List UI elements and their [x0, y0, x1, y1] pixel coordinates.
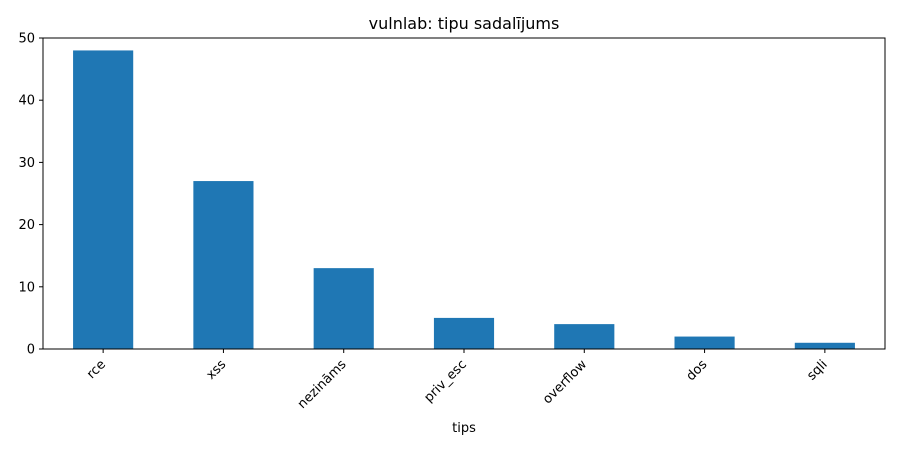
bar-dos	[674, 336, 735, 349]
y-tick-label: 0	[27, 343, 35, 358]
bars-layer	[73, 50, 855, 349]
x-tick-label: dos	[684, 357, 711, 384]
bar-priv_esc	[433, 317, 495, 349]
y-tick-label: 50	[18, 32, 35, 47]
bar-xss	[193, 181, 254, 349]
y-tick-label: 40	[18, 94, 35, 109]
y-tick-label: 20	[18, 218, 35, 233]
x-tick-label: sqli	[804, 357, 830, 383]
bar-nezināms	[313, 268, 374, 349]
x-axis-label: tips	[452, 421, 476, 436]
x-tick-label: overflow	[540, 357, 590, 407]
y-axis: 0 10 20 30 40 50	[18, 32, 43, 358]
y-tick-label: 30	[18, 156, 35, 171]
plot-frame	[42, 37, 886, 350]
x-axis: rce xss nezināms priv_esc overflow dos sqli	[84, 349, 831, 412]
bar-rce	[73, 50, 134, 349]
bar-sqli	[794, 342, 855, 349]
x-tick-label: priv_esc	[422, 357, 470, 405]
bar-overflow	[554, 324, 615, 349]
x-tick-label: nezināms	[295, 357, 350, 412]
x-tick-label: rce	[84, 357, 109, 382]
chart-title: vulnlab: tipu sadalījums	[369, 14, 560, 33]
x-tick-label: xss	[204, 357, 230, 383]
y-tick-label: 10	[18, 280, 35, 295]
